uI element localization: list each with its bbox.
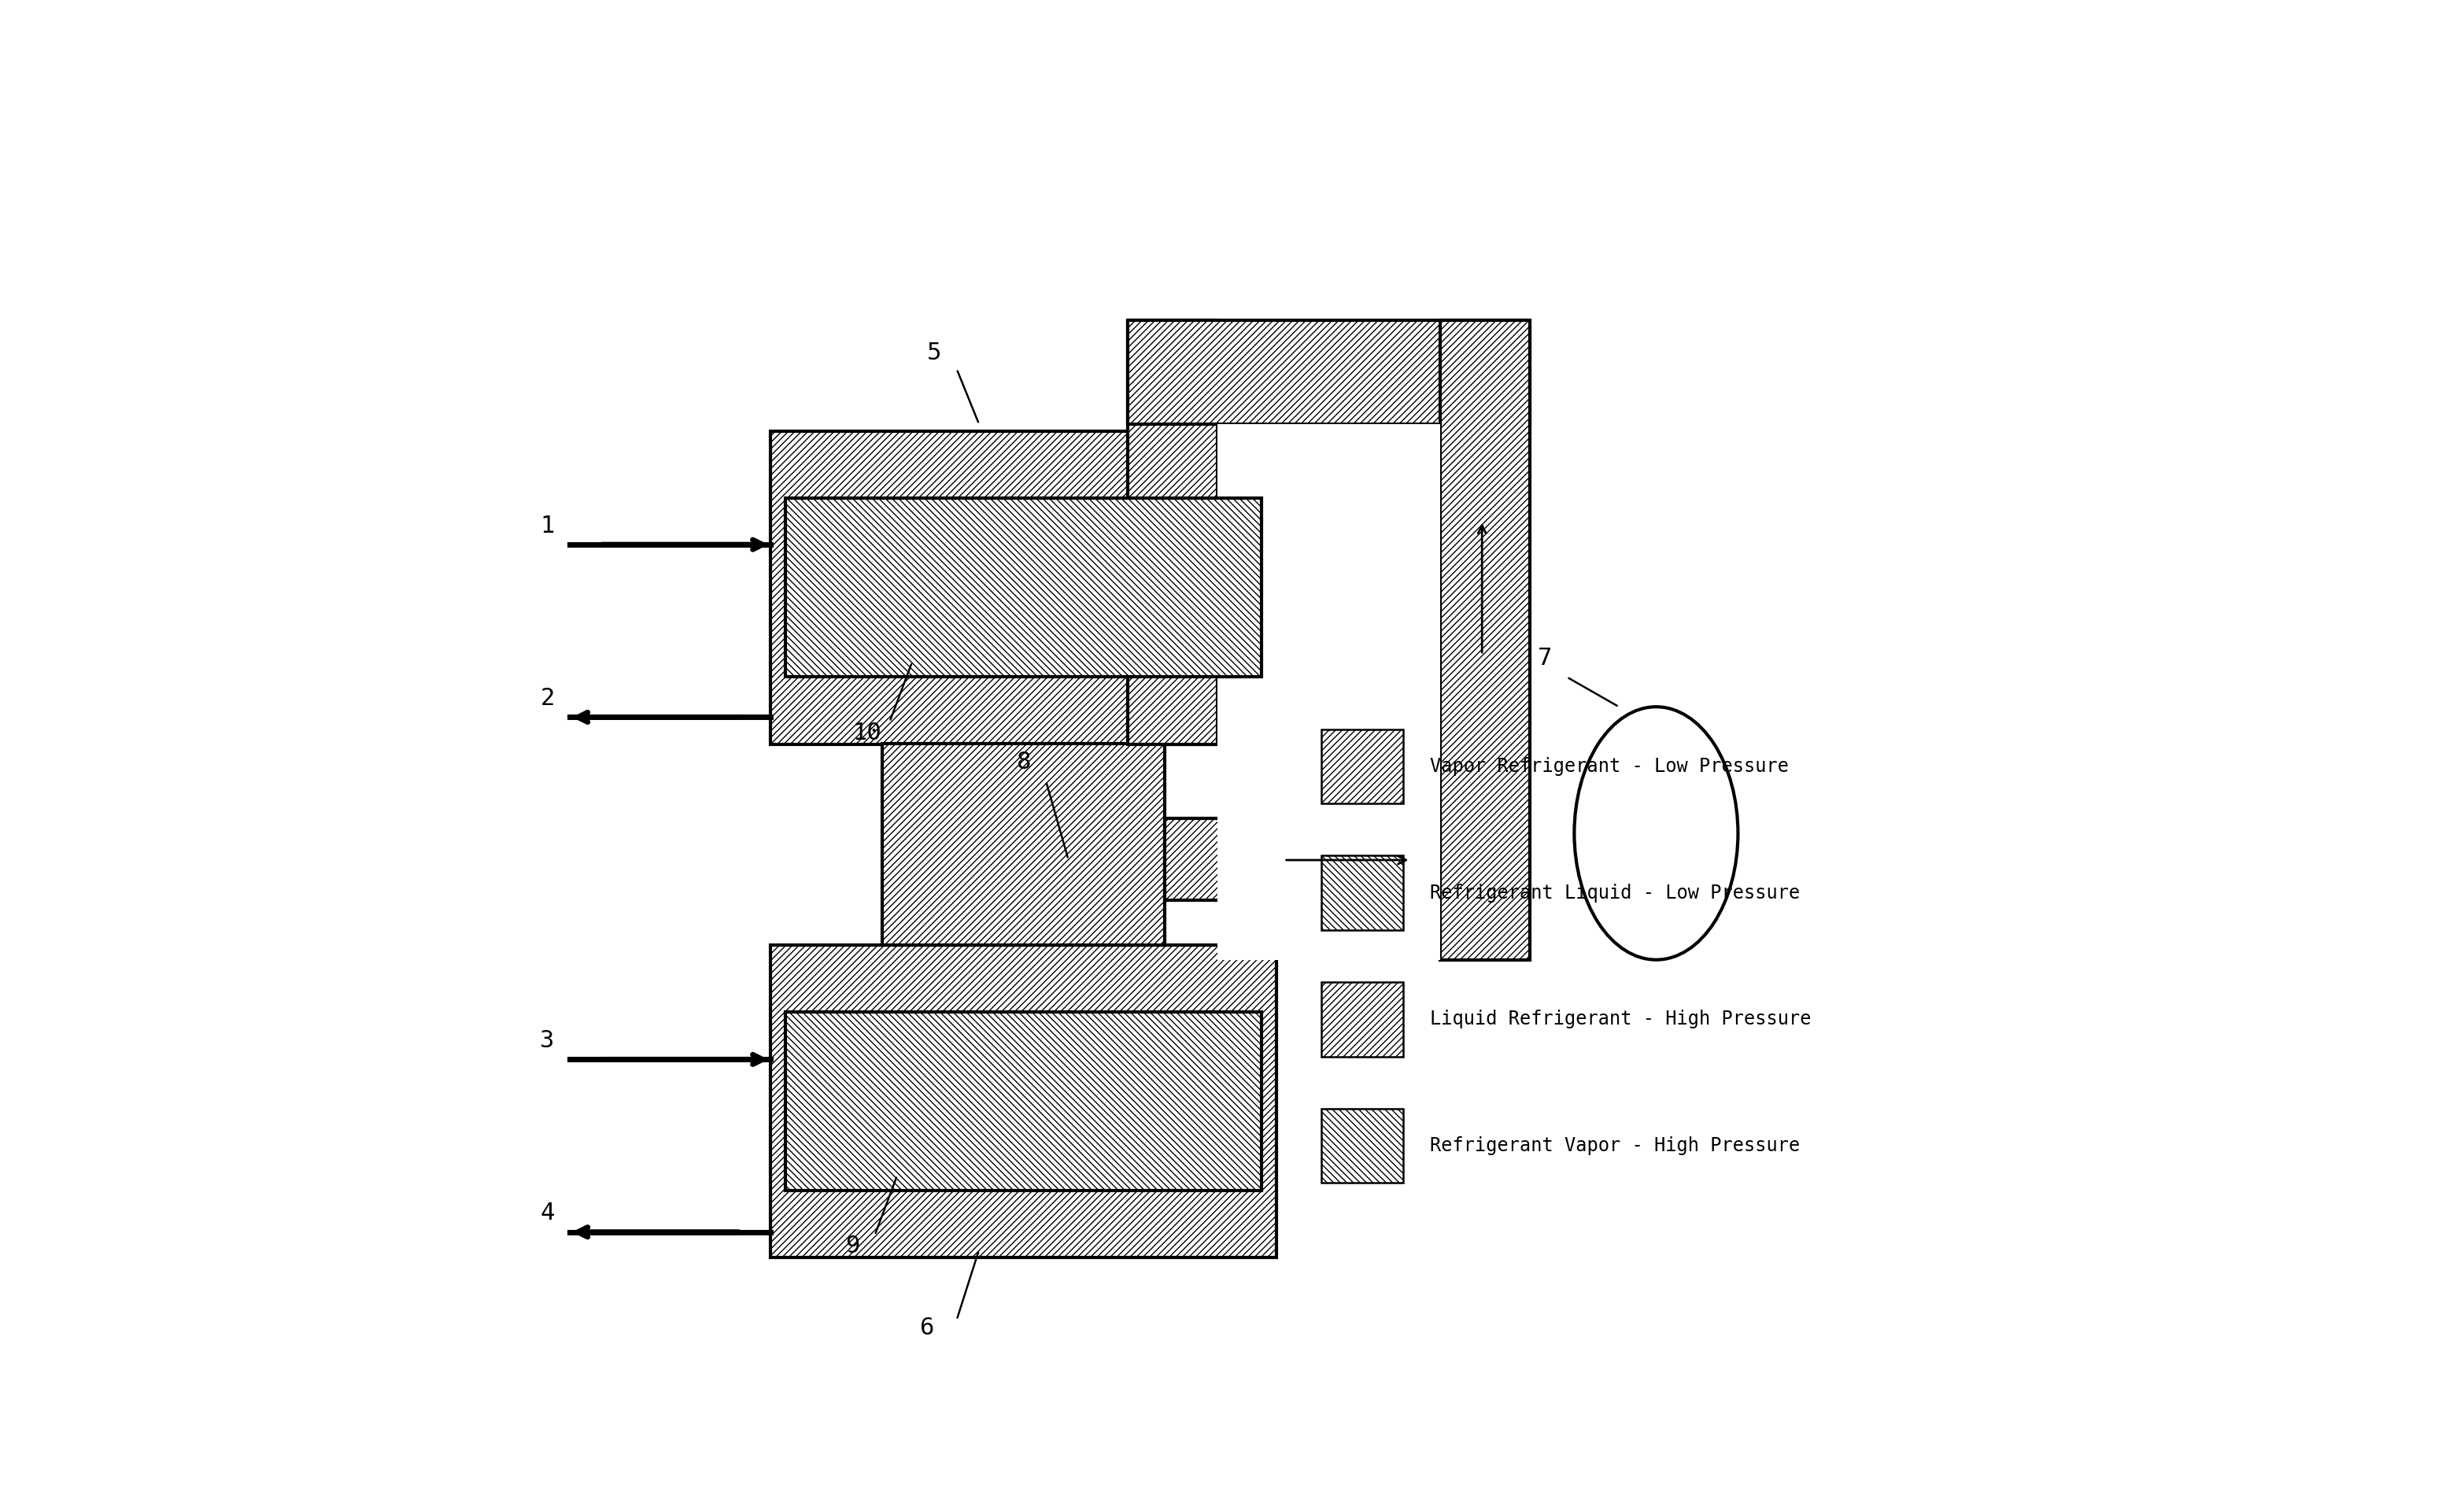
Bar	[786, 1012, 1262, 1190]
Text: 8: 8	[1018, 751, 1030, 774]
Text: 5: 5	[926, 342, 941, 365]
Bar	[771, 432, 1276, 744]
Bar	[1321, 982, 1402, 1056]
Text: 6: 6	[919, 1317, 934, 1339]
Bar	[1321, 1109, 1402, 1183]
Bar	[1441, 320, 1530, 960]
Text: 7: 7	[1538, 647, 1552, 670]
Ellipse shape	[1574, 707, 1737, 960]
Text: 10: 10	[853, 722, 882, 744]
Bar	[1129, 320, 1217, 744]
Text: Liquid Refrigerant - High Pressure: Liquid Refrigerant - High Pressure	[1429, 1010, 1811, 1028]
Bar	[882, 744, 1165, 945]
Bar	[1165, 818, 1441, 900]
Bar	[1321, 856, 1402, 930]
Bar	[1217, 424, 1441, 960]
Bar	[771, 945, 1276, 1257]
Bar	[1129, 320, 1530, 424]
Text: 2: 2	[540, 687, 554, 710]
Text: 4: 4	[540, 1202, 554, 1225]
Text: 1: 1	[540, 515, 554, 537]
Text: 9: 9	[845, 1235, 860, 1257]
Bar	[786, 498, 1262, 677]
Text: Vapor Refrigerant - Low Pressure: Vapor Refrigerant - Low Pressure	[1429, 757, 1789, 775]
Text: Refrigerant Liquid - Low Pressure: Refrigerant Liquid - Low Pressure	[1429, 884, 1801, 902]
Bar	[1321, 729, 1402, 804]
Text: Refrigerant Vapor - High Pressure: Refrigerant Vapor - High Pressure	[1429, 1137, 1801, 1155]
Text: 3: 3	[540, 1030, 554, 1052]
